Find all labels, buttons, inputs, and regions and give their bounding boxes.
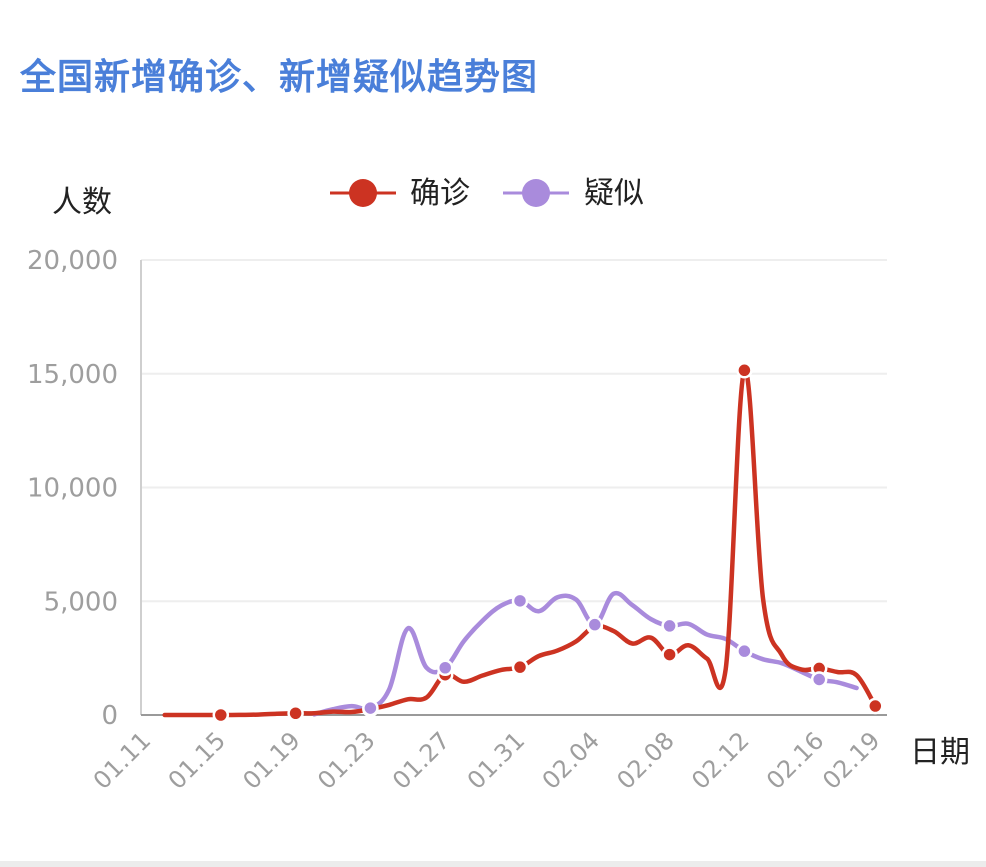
y-tick-label: 15,000 [27, 360, 118, 390]
x-tick-label: 02.16 [761, 726, 829, 794]
x-tick-label: 01.11 [88, 726, 156, 794]
x-axis-label: 日期 [910, 735, 970, 770]
series-group [162, 362, 884, 724]
x-tick-label: 02.08 [611, 726, 679, 794]
x-axis-ticks: 01.11 01.15 01.19 01.23 01.27 01.31 02.04 02.08… [88, 726, 886, 794]
x-tick-label: 02.12 [686, 726, 754, 794]
data-point-confirmed[interactable] [287, 704, 304, 722]
y-tick-label: 20,000 [27, 246, 118, 276]
bottom-divider [0, 861, 986, 867]
x-tick-label: 02.19 [817, 726, 885, 794]
y-axis-label: 人数 [52, 185, 112, 220]
data-point-suspected[interactable] [736, 642, 753, 660]
data-point-confirmed[interactable] [212, 706, 230, 724]
chart-title: 全国新增确诊、新增疑似趋势图 [20, 57, 539, 98]
x-tick-label: 02.04 [537, 726, 605, 794]
data-point-suspected[interactable] [436, 659, 454, 676]
x-tick-label: 01.27 [387, 726, 455, 794]
legend-label-confirmed: 确诊 [410, 176, 470, 211]
data-point-suspected[interactable] [810, 671, 828, 688]
y-tick-label: 5,000 [44, 587, 118, 617]
gridlines [141, 259, 887, 603]
legend-item-confirmed[interactable]: 确诊 [330, 176, 470, 211]
legend-label-suspected: 疑似 [584, 176, 644, 211]
data-point-suspected[interactable] [661, 617, 678, 635]
data-point-suspected[interactable] [362, 699, 379, 717]
data-point-suspected[interactable] [586, 616, 604, 633]
x-tick-label: 01.31 [462, 726, 530, 794]
y-axis-ticks: 0 5,000 10,000 15,000 20,000 [27, 246, 118, 731]
x-tick-label: 01.23 [312, 726, 380, 794]
data-point-confirmed[interactable] [736, 362, 753, 379]
data-point-confirmed[interactable] [867, 697, 884, 715]
series-line-suspected [312, 590, 859, 717]
data-point-confirmed[interactable] [511, 658, 529, 676]
data-point-suspected[interactable] [511, 592, 529, 610]
y-tick-label: 0 [101, 701, 118, 731]
x-tick-label: 01.15 [163, 726, 231, 794]
legend: 确诊 疑似 [330, 176, 644, 211]
data-point-confirmed[interactable] [661, 646, 678, 663]
x-tick-label: 01.19 [237, 726, 305, 794]
legend-item-suspected[interactable]: 疑似 [503, 176, 644, 211]
y-tick-label: 10,000 [27, 474, 118, 504]
